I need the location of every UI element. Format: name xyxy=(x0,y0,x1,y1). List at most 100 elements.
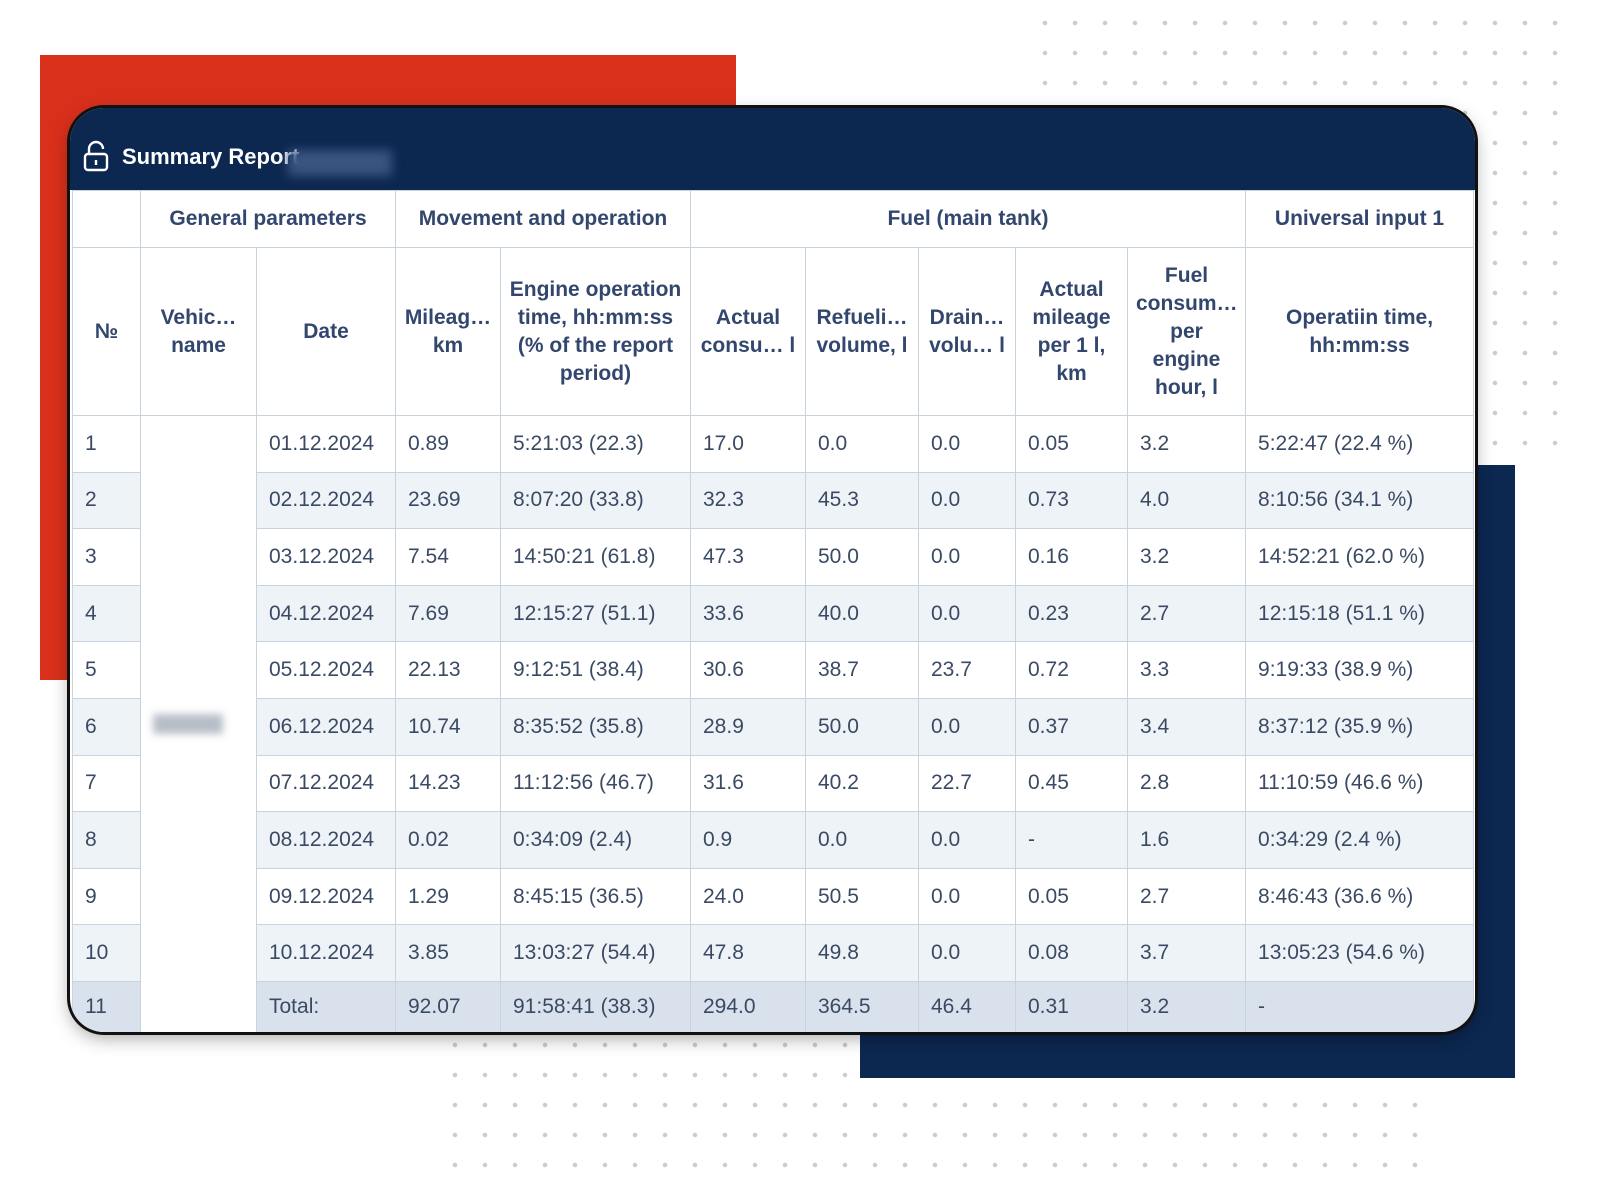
total-label: Total: xyxy=(256,980,396,1032)
column-header[interactable]: Vehic… name xyxy=(140,247,257,416)
cell: 0.02 xyxy=(395,811,501,869)
data-row: 5 05.12.2024 22.13 9:12:51 (38.4) 30.6 38.7 23… xyxy=(72,641,1475,699)
cell: 5 xyxy=(72,641,141,699)
cell: 13:05:23 (54.6 %) xyxy=(1245,924,1475,982)
total-cell: 3.2 xyxy=(1126,980,1247,1032)
group-header: Universal input 1 xyxy=(1245,190,1475,248)
cell: 40.0 xyxy=(805,584,919,643)
cell: 0.45 xyxy=(1015,754,1128,813)
cell: 1.6 xyxy=(1126,811,1247,869)
cell: 3 xyxy=(72,528,141,586)
cell: 9 xyxy=(72,867,141,926)
cell: 5:21:03 (22.3) xyxy=(500,415,691,473)
cell: 47.3 xyxy=(690,528,806,586)
cell: 12:15:27 (51.1) xyxy=(500,584,691,643)
cell: 0.37 xyxy=(1015,697,1128,756)
cell: 23.7 xyxy=(918,641,1016,699)
cell: 8:10:56 (34.1 %) xyxy=(1245,471,1475,530)
cell: 38.7 xyxy=(805,641,919,699)
cell: 8:37:12 (35.9 %) xyxy=(1245,697,1475,756)
column-header[interactable]: Actual mileage per 1 l, km xyxy=(1015,247,1128,416)
cell: 0.73 xyxy=(1015,471,1128,530)
cell: 0.0 xyxy=(805,811,919,869)
cell: 22.13 xyxy=(395,641,501,699)
column-header[interactable]: № xyxy=(72,247,141,416)
cell: 10.74 xyxy=(395,697,501,756)
cell: 0.0 xyxy=(918,811,1016,869)
cell: 1 xyxy=(72,415,141,473)
cell: 12:15:18 (51.1 %) xyxy=(1245,584,1475,643)
lock-icon[interactable] xyxy=(82,140,112,174)
cell: 3.7 xyxy=(1126,924,1247,982)
cell: 14:50:21 (61.8) xyxy=(500,528,691,586)
column-header[interactable]: Refueli… volume, l xyxy=(805,247,919,416)
cell: 0.89 xyxy=(395,415,501,473)
cell: 7 xyxy=(72,754,141,813)
cell: 0.0 xyxy=(918,697,1016,756)
cell: 47.8 xyxy=(690,924,806,982)
cell: 2 xyxy=(72,471,141,530)
cell: 11 xyxy=(72,980,141,1032)
data-row: 2 02.12.2024 23.69 8:07:20 (33.8) 32.3 45.3 0.… xyxy=(72,471,1475,530)
group-header: General parameters xyxy=(140,190,396,248)
cell: 22.7 xyxy=(918,754,1016,813)
data-row: 7 07.12.2024 14.23 11:12:56 (46.7) 31.6 40.2 2… xyxy=(72,754,1475,813)
cell: 14:52:21 (62.0 %) xyxy=(1245,528,1475,586)
total-cell: 294.0 xyxy=(690,980,806,1032)
cell: 2.7 xyxy=(1126,867,1247,926)
cell: 2.7 xyxy=(1126,584,1247,643)
cell: 6 xyxy=(72,697,141,756)
group-header-row: General parameters Movement and operation… xyxy=(72,190,1475,248)
cell: 02.12.2024 xyxy=(256,471,396,530)
cell: 0.08 xyxy=(1015,924,1128,982)
cell: 08.12.2024 xyxy=(256,811,396,869)
group-header-empty xyxy=(72,190,141,248)
cell: 8:35:52 (35.8) xyxy=(500,697,691,756)
cell: 3.2 xyxy=(1126,415,1247,473)
column-header[interactable]: Date xyxy=(256,247,396,416)
column-header[interactable]: Mileag… km xyxy=(395,247,501,416)
column-header[interactable]: Drain… volu… l xyxy=(918,247,1016,416)
data-row: 8 08.12.2024 0.02 0:34:09 (2.4) 0.9 0.0 0.0-1.… xyxy=(72,811,1475,869)
cell: 09.12.2024 xyxy=(256,867,396,926)
cell: 3.2 xyxy=(1126,528,1247,586)
column-header[interactable]: Operatiin time, hh:mm:ss xyxy=(1245,247,1475,416)
cell: 11:12:56 (46.7) xyxy=(500,754,691,813)
cell: 04.12.2024 xyxy=(256,584,396,643)
cell: 0.05 xyxy=(1015,867,1128,926)
cell: 13:03:27 (54.4) xyxy=(500,924,691,982)
cell: - xyxy=(1015,811,1128,869)
cell: 0:34:29 (2.4 %) xyxy=(1245,811,1475,869)
column-header[interactable]: Actual consu… l xyxy=(690,247,806,416)
cell: 23.69 xyxy=(395,471,501,530)
cell: 5:22:47 (22.4 %) xyxy=(1245,415,1475,473)
cell: 45.3 xyxy=(805,471,919,530)
cell: 8 xyxy=(72,811,141,869)
total-cell: 46.4 xyxy=(918,980,1016,1032)
cell: 14.23 xyxy=(395,754,501,813)
cell: 8:45:15 (36.5) xyxy=(500,867,691,926)
title-bar: Summary Report xyxy=(70,108,1475,190)
cell: 7.54 xyxy=(395,528,501,586)
cell: 17.0 xyxy=(690,415,806,473)
cell: 1.29 xyxy=(395,867,501,926)
cell: 0.23 xyxy=(1015,584,1128,643)
cell: 10 xyxy=(72,924,141,982)
report-card: Summary Report General parameters Movemen… xyxy=(70,108,1475,1032)
cell: 2.8 xyxy=(1126,754,1247,813)
data-row: 9 09.12.2024 1.29 8:45:15 (36.5) 24.0 50.5 0.0… xyxy=(72,867,1475,926)
cell: 05.12.2024 xyxy=(256,641,396,699)
cell: 8:46:43 (36.6 %) xyxy=(1245,867,1475,926)
column-header[interactable]: Engine operation time, hh:mm:ss (% of th… xyxy=(500,247,691,416)
total-cell: 91:58:41 (38.3) xyxy=(500,980,691,1032)
cell: 0.16 xyxy=(1015,528,1128,586)
total-row: 11 Total: 92.07 91:58:41 (38.3) 294.0 364.5 46… xyxy=(72,980,1475,1032)
column-header[interactable]: Fuel consum… per engine hour, l xyxy=(1126,247,1247,416)
cell: 49.8 xyxy=(805,924,919,982)
cell: 50.0 xyxy=(805,528,919,586)
cell: 0.9 xyxy=(690,811,806,869)
data-row: 3 03.12.2024 7.54 14:50:21 (61.8) 47.3 50.0 0.… xyxy=(72,528,1475,586)
total-cell: 0.31 xyxy=(1015,980,1128,1032)
cell: 07.12.2024 xyxy=(256,754,396,813)
